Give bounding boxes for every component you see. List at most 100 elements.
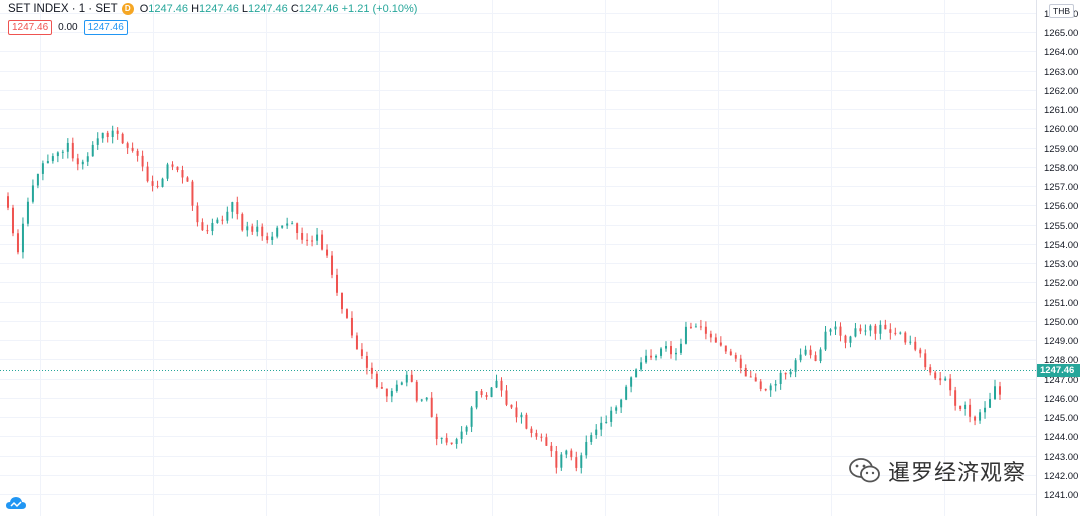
- candle-body: [221, 219, 224, 221]
- candle-body: [191, 181, 194, 206]
- candle-body: [111, 130, 114, 137]
- candle-body: [365, 355, 368, 368]
- price-tick-label: 1243.00: [1044, 452, 1078, 463]
- candle-body: [969, 404, 972, 417]
- price-tick-label: 1250.00: [1044, 317, 1078, 328]
- candle: [191, 179, 194, 211]
- candle-body: [186, 177, 189, 182]
- candle-body: [500, 380, 503, 391]
- candle: [141, 150, 144, 172]
- candle-body: [106, 132, 109, 137]
- candle: [510, 404, 513, 410]
- candle-body: [590, 435, 593, 442]
- candle: [640, 357, 643, 372]
- session-badge: D: [121, 3, 134, 15]
- candle: [759, 379, 762, 392]
- candle-body: [650, 355, 653, 358]
- candle: [724, 345, 727, 354]
- candle-body: [595, 429, 598, 436]
- price-tick-label: 1251.00: [1044, 298, 1078, 309]
- candle: [121, 132, 124, 145]
- change-value: +1.21 (+0.10%): [341, 3, 418, 15]
- candle-body: [286, 223, 289, 226]
- candle: [385, 388, 388, 403]
- candle: [934, 370, 937, 381]
- candle: [669, 341, 672, 359]
- candle: [465, 425, 468, 435]
- candle: [665, 341, 668, 352]
- candle-body: [565, 450, 568, 455]
- candle: [999, 381, 1001, 400]
- candle-body: [709, 333, 712, 338]
- price-tick-label: 1242.00: [1044, 471, 1078, 482]
- candle: [600, 416, 603, 437]
- candle: [31, 179, 34, 204]
- candle-body: [555, 451, 558, 468]
- grid-lines: [0, 0, 1036, 516]
- candle-body: [445, 437, 448, 443]
- candle-body: [440, 437, 443, 440]
- price-tick-label: 1257.00: [1044, 182, 1078, 193]
- candle-body: [281, 225, 284, 228]
- candle: [336, 268, 339, 296]
- candle: [96, 132, 99, 150]
- candle: [684, 321, 687, 345]
- candle: [86, 152, 89, 167]
- price-tick-label: 1263.00: [1044, 67, 1078, 78]
- candle: [176, 166, 179, 173]
- candle: [380, 382, 383, 390]
- candle: [829, 328, 832, 336]
- currency-badge[interactable]: THB: [1049, 4, 1074, 18]
- price-tick-label: 1260.00: [1044, 124, 1078, 135]
- candle: [660, 347, 663, 359]
- candle-body: [829, 329, 832, 332]
- candle-body: [211, 222, 214, 232]
- candle-body: [784, 372, 787, 375]
- candle-body: [679, 343, 682, 353]
- indicator-left-value: 1247.46: [8, 20, 53, 35]
- candle-body: [655, 355, 658, 358]
- candle: [16, 229, 19, 255]
- candle: [989, 392, 992, 408]
- candle-body: [301, 233, 304, 240]
- candle: [470, 405, 473, 433]
- candle: [774, 380, 777, 392]
- price-axis[interactable]: 1241.00 1242.00 1243.00 1244.00 1245.00 1246.…: [1044, 9, 1078, 501]
- candle-body: [724, 345, 727, 352]
- candle-body: [525, 414, 528, 429]
- candle-body: [640, 362, 643, 370]
- watermark: 暹罗经济观察: [848, 455, 1026, 487]
- candle: [969, 398, 972, 423]
- candle-body: [689, 326, 692, 328]
- candle-body: [345, 309, 348, 318]
- candle-body: [26, 201, 29, 224]
- candle: [440, 437, 443, 444]
- candle: [256, 220, 259, 237]
- candle: [331, 251, 334, 279]
- candle: [874, 323, 877, 340]
- candle: [744, 364, 747, 377]
- candle: [565, 449, 568, 459]
- candle: [46, 154, 49, 164]
- candle-body: [331, 255, 334, 275]
- candle-body: [719, 342, 722, 346]
- candle: [226, 206, 229, 224]
- candle-body: [844, 335, 847, 343]
- cloud-icon[interactable]: [5, 496, 27, 510]
- candle: [166, 162, 169, 182]
- candle-body: [41, 163, 44, 174]
- candle: [415, 380, 418, 403]
- candle-body: [350, 317, 353, 336]
- candle-body: [196, 205, 199, 223]
- candle: [530, 426, 533, 438]
- candle-body: [839, 326, 842, 336]
- watermark-text: 暹罗经济观察: [888, 461, 1027, 486]
- candle-body: [66, 142, 69, 152]
- candle: [161, 177, 164, 188]
- candle-body: [734, 355, 737, 359]
- price-tick-label: 1264.00: [1044, 47, 1078, 58]
- candle-body: [665, 346, 668, 349]
- symbol-title[interactable]: SET INDEX · 1 · SET: [8, 3, 118, 15]
- last-price-tag: 1247.46: [1037, 364, 1080, 377]
